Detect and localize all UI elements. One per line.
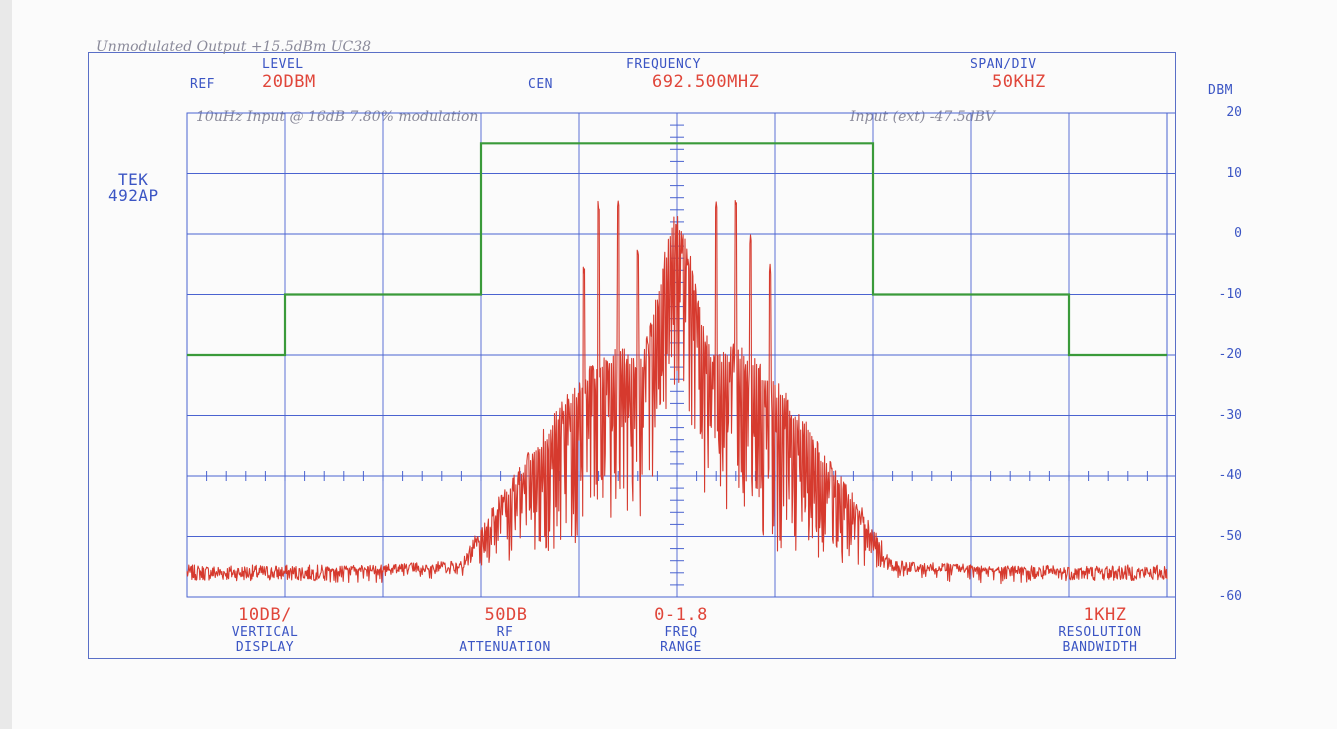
y-tick-label: -30 [1218,407,1242,423]
level-value: 20DBM [262,72,316,92]
y-tick-label: -10 [1218,286,1242,302]
frequency-label: FREQUENCY [626,57,701,72]
spectrum-trace [186,199,1168,585]
span-label: SPAN/DIV [970,57,1037,72]
freq-label2: RANGE [660,640,702,655]
vertical-label1: VERTICAL [231,625,299,640]
y-tick-label: -40 [1218,468,1242,483]
mask-line [187,142,1167,357]
scan-edge [0,0,12,729]
cen-label: CEN [528,77,553,92]
y-tick-label: 10 [1226,165,1242,181]
freq-value: 0-1.8 [654,605,708,625]
rf-label2: ATTENUATION [459,640,551,655]
rf-label1: RF [496,625,514,640]
res-label1: RESOLUTION [1058,625,1142,640]
handwritten-top-note: Unmodulated Output +15.5dBm UC38 [96,39,372,55]
y-tick-label: 20 [1226,105,1242,120]
unit-label: DBM [1208,83,1233,98]
frequency-value: 692.500MHZ [652,72,760,92]
y-tick-label: -60 [1218,589,1242,604]
res-value: 1KHZ [1083,605,1127,625]
level-label: LEVEL [262,57,304,72]
y-tick-label: -50 [1218,528,1242,544]
vertical-value: 10DB/ [238,605,292,625]
rf-value: 50DB [484,605,528,625]
display-frame [88,52,1176,659]
model-line2: 492AP [108,186,159,205]
y-tick-label: -20 [1218,347,1242,362]
freq-label1: FREQ [664,625,698,640]
vertical-label2: DISPLAY [235,640,295,655]
span-value: 50KHZ [992,72,1046,92]
ref-label: REF [190,77,215,92]
model-line1: TEK [118,170,149,189]
y-tick-label: 0 [1234,226,1242,241]
res-label2: BANDWIDTH [1062,640,1138,655]
